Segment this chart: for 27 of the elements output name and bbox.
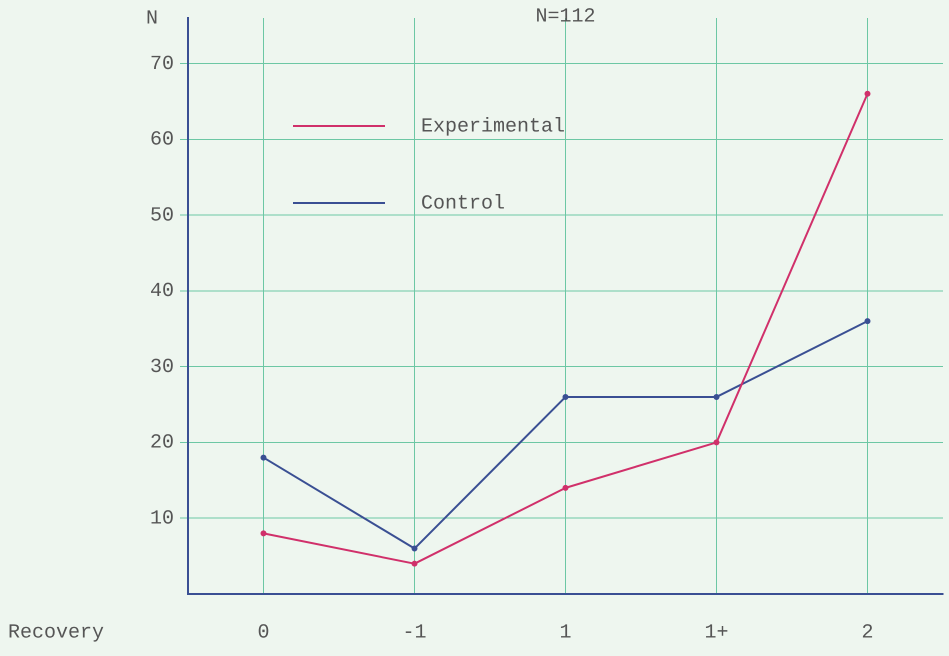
legend-label: Control xyxy=(421,192,506,216)
x-tick-label: 0 xyxy=(257,621,270,644)
point xyxy=(260,530,266,536)
y-tick-label: 70 xyxy=(150,52,174,76)
y-tick-label: 30 xyxy=(150,356,174,379)
chart-title: N=112 xyxy=(535,5,596,28)
y-tick-label: 50 xyxy=(150,204,174,228)
x-tick-label: 1 xyxy=(559,621,572,644)
y-tick-label: 10 xyxy=(150,508,174,531)
x-tick-label: 1+ xyxy=(704,621,729,644)
point xyxy=(412,560,418,567)
legend-label: Experimental xyxy=(421,115,566,138)
y-tick-label: 40 xyxy=(150,280,174,304)
point xyxy=(562,484,568,491)
point xyxy=(714,439,720,446)
x-tick-label: -1 xyxy=(402,621,427,644)
point xyxy=(864,90,870,97)
x-axis-title: Recovery xyxy=(8,621,104,644)
point xyxy=(412,546,418,552)
y-tick-label: 60 xyxy=(150,128,174,152)
point xyxy=(260,454,266,461)
point xyxy=(562,394,568,400)
y-axis-title: N xyxy=(146,7,158,30)
y-tick-label: 20 xyxy=(150,432,174,455)
x-tick-label: 2 xyxy=(861,621,874,644)
point xyxy=(714,394,720,400)
point xyxy=(864,318,870,324)
